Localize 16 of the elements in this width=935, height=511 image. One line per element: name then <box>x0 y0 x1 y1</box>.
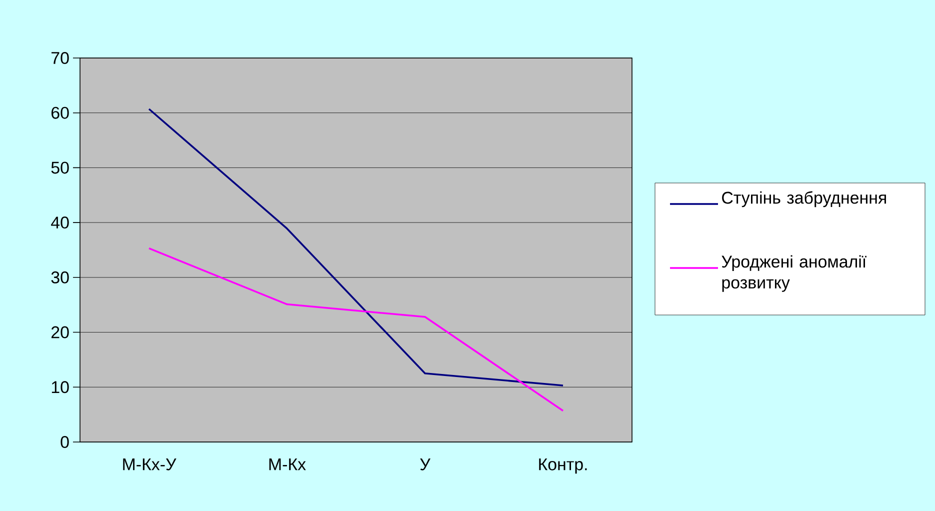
x-tick-label: М-Кх-У <box>123 458 176 470</box>
y-tick-label: 30 <box>51 271 69 284</box>
y-tick-label: 0 <box>60 436 69 448</box>
line-series <box>148 108 564 386</box>
y-tick-label: 60 <box>52 106 69 119</box>
x-tick-label: У <box>420 458 430 470</box>
legend-label: Уроджені аномалії розвитку <box>722 255 866 292</box>
x-tick-label: М-Кх <box>269 458 306 470</box>
legend-label: Ступінь забруднення <box>722 191 886 208</box>
y-tick-label: 10 <box>52 381 69 394</box>
line-series <box>148 247 564 412</box>
y-tick-label: 50 <box>51 162 69 174</box>
y-tick-label: 20 <box>52 326 69 338</box>
y-tick-label: 40 <box>51 216 69 229</box>
x-tick-label: Контр. <box>539 458 587 474</box>
y-tick-label: 70 <box>52 52 69 64</box>
